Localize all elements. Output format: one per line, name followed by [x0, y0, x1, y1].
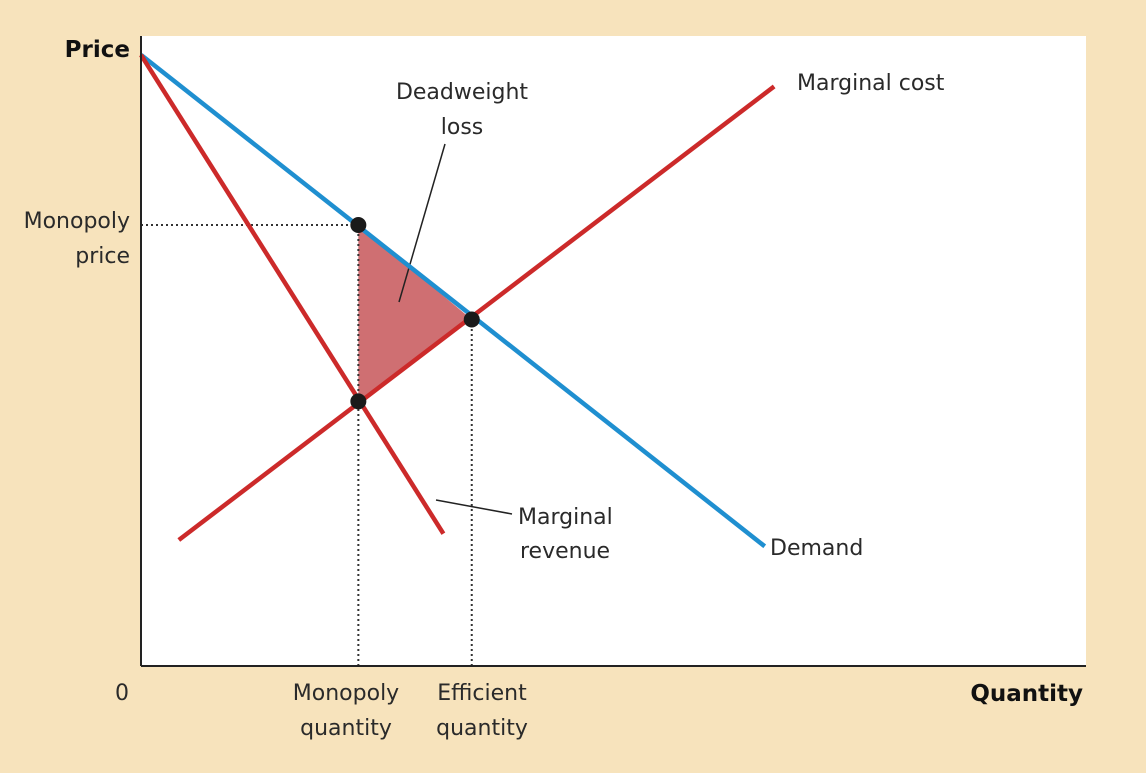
marginal-revenue-label-line1: Marginal: [518, 505, 613, 530]
origin-label: 0: [115, 681, 129, 706]
deadweight-loss-area: [358, 225, 472, 402]
monopoly-price-label-line2: price: [75, 244, 130, 269]
y-axis-title: Price: [65, 37, 130, 63]
demand-line: [139, 53, 767, 549]
monopoly-quantity-label-line2: quantity: [300, 716, 392, 741]
mr-mc-point: [350, 393, 367, 410]
efficient-point: [463, 311, 480, 328]
deadweight-leader-line: [398, 143, 446, 303]
monopoly-price-label-line1: Monopoly: [24, 209, 130, 234]
marginal-revenue-leader-line: [435, 499, 513, 515]
deadweight-loss-label-line1: Deadweight: [396, 80, 528, 105]
marginal-cost-label: Marginal cost: [797, 71, 945, 96]
demand-label: Demand: [770, 536, 863, 561]
efficient-quantity-label-line2: quantity: [436, 716, 528, 741]
plot-area: [141, 36, 1086, 666]
efficient-quantity-label-line1: Efficient: [437, 681, 527, 706]
marginal-revenue-line: [139, 53, 446, 535]
monopoly-quantity-label-line1: Monopoly: [293, 681, 399, 706]
x-axis-title: Quantity: [970, 681, 1083, 707]
marginal-revenue-label-line2: revenue: [520, 539, 610, 564]
monopoly-price-point: [350, 217, 367, 233]
deadweight-loss-label-line2: loss: [441, 115, 484, 140]
